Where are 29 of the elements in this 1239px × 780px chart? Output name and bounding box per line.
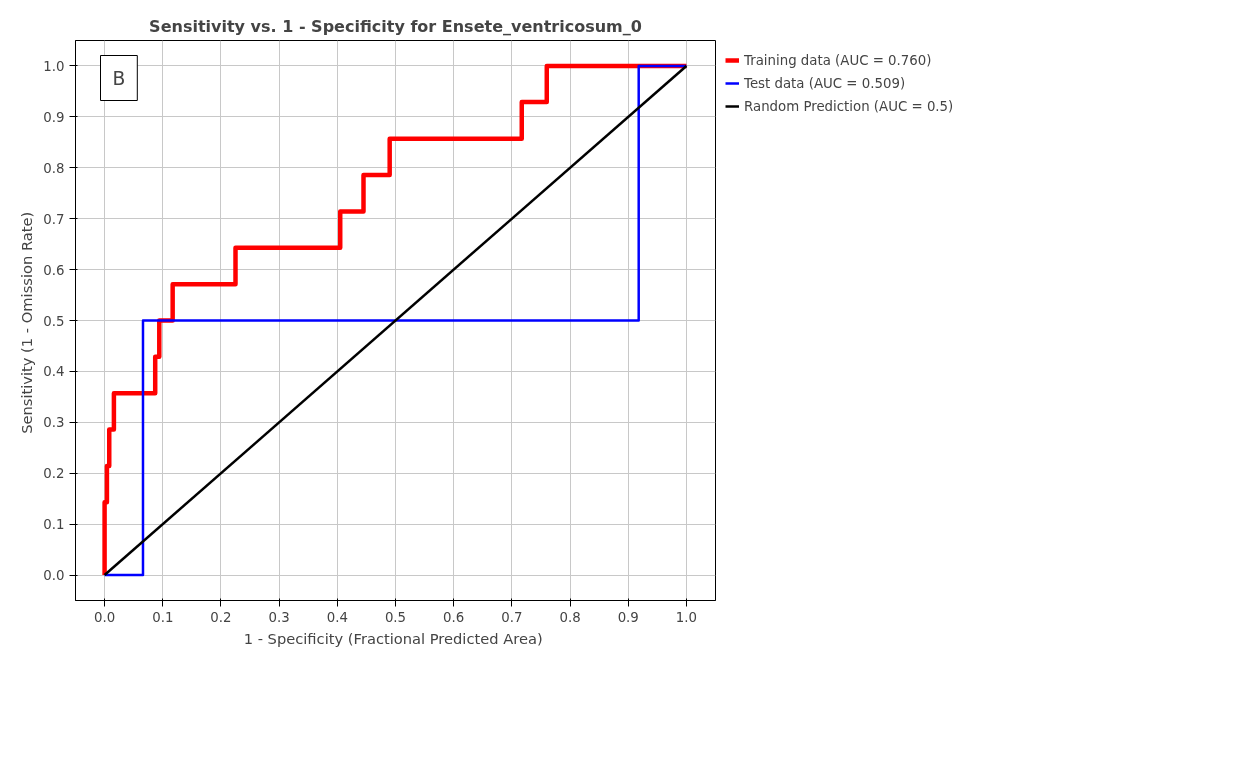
y-tick-label: 0.2 xyxy=(43,466,65,482)
y-tick-label: 0.0 xyxy=(43,568,65,584)
legend-label: Random Prediction (AUC = 0.5) xyxy=(744,98,954,114)
legend-label: Training data (AUC = 0.760) xyxy=(744,52,932,68)
x-tick-label: 0.5 xyxy=(384,609,407,625)
x-tick-label: 0.6 xyxy=(443,609,465,625)
y-tick-label: 0.6 xyxy=(43,262,65,278)
y-tick-label: 0.9 xyxy=(43,109,65,125)
x-tick-label: 0.8 xyxy=(559,609,581,625)
x-tick-label: 0.9 xyxy=(617,609,639,625)
y-axis-title: Sensitivity (1 - Omission Rate) xyxy=(18,211,36,434)
x-tick-label: 0.4 xyxy=(326,609,348,625)
y-tick-label: 0.5 xyxy=(43,313,65,329)
x-tick-label: 0.7 xyxy=(501,609,523,625)
y-tick-label: 1.0 xyxy=(43,58,65,74)
x-tick-label: 0.2 xyxy=(210,609,232,625)
y-tick-label: 0.7 xyxy=(43,211,65,227)
y-tick-label: 0.8 xyxy=(43,160,65,176)
x-axis-title: 1 - Specificity (Fractional Predicted Area) xyxy=(243,629,543,647)
x-tick-label: 1.0 xyxy=(675,609,698,625)
x-tick-label: 0.1 xyxy=(152,609,174,625)
y-tick-label: 0.3 xyxy=(43,415,65,431)
y-tick-label: 0.4 xyxy=(43,364,65,380)
x-tick-label: 0.0 xyxy=(93,609,116,625)
annotation: B xyxy=(112,67,126,89)
y-tick-label: 0.1 xyxy=(43,517,65,533)
chart-title: Sensitivity vs. 1 - Specificity for Ensete_ventricosum_0 xyxy=(149,16,642,36)
x-tick-label: 0.3 xyxy=(268,609,290,625)
legend-label: Test data (AUC = 0.509) xyxy=(744,75,906,91)
